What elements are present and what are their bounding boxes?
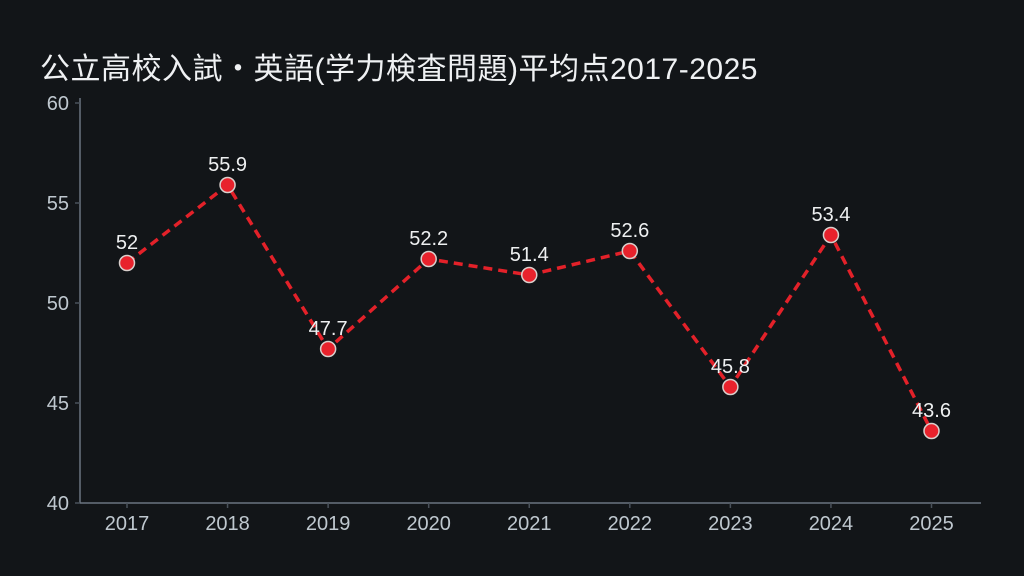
chart-title: 公立高校入試・英語(学力検査問題)平均点2017-2025 <box>40 53 758 86</box>
x-tick-label: 2018 <box>205 513 250 535</box>
data-point <box>420 250 437 268</box>
x-tick-label: 2019 <box>306 513 351 535</box>
data-point-label: 52.2 <box>409 228 448 250</box>
data-point-label: 53.4 <box>811 204 850 226</box>
x-tick-label: 2024 <box>809 513 854 535</box>
x-tick-label: 2021 <box>507 513 552 535</box>
data-point-label: 43.6 <box>912 400 951 422</box>
y-tick-label: 55 <box>47 193 69 215</box>
data-point <box>319 340 337 358</box>
data-point-label: 55.9 <box>208 154 247 176</box>
x-tick-label: 2017 <box>105 513 150 535</box>
y-tick-label: 40 <box>47 493 69 515</box>
data-point <box>219 176 236 194</box>
y-tick-label: 60 <box>47 93 69 115</box>
y-tick-label: 45 <box>47 393 69 415</box>
data-point <box>822 226 840 244</box>
data-point <box>621 242 639 260</box>
data-point-label: 52.6 <box>610 220 649 242</box>
x-tick-label: 2020 <box>406 513 451 535</box>
data-point <box>722 378 739 396</box>
data-point-label: 51.4 <box>510 244 549 266</box>
x-tick-label: 2023 <box>708 513 753 535</box>
data-point <box>521 266 538 284</box>
data-point <box>118 254 136 272</box>
data-point-label: 47.7 <box>309 318 348 340</box>
x-tick-label: 2025 <box>909 513 954 535</box>
data-point <box>923 422 940 440</box>
data-point-label: 52 <box>116 232 138 254</box>
data-point-label: 45.8 <box>711 356 750 378</box>
y-tick-label: 50 <box>47 293 69 315</box>
x-tick-label: 2022 <box>608 513 653 535</box>
